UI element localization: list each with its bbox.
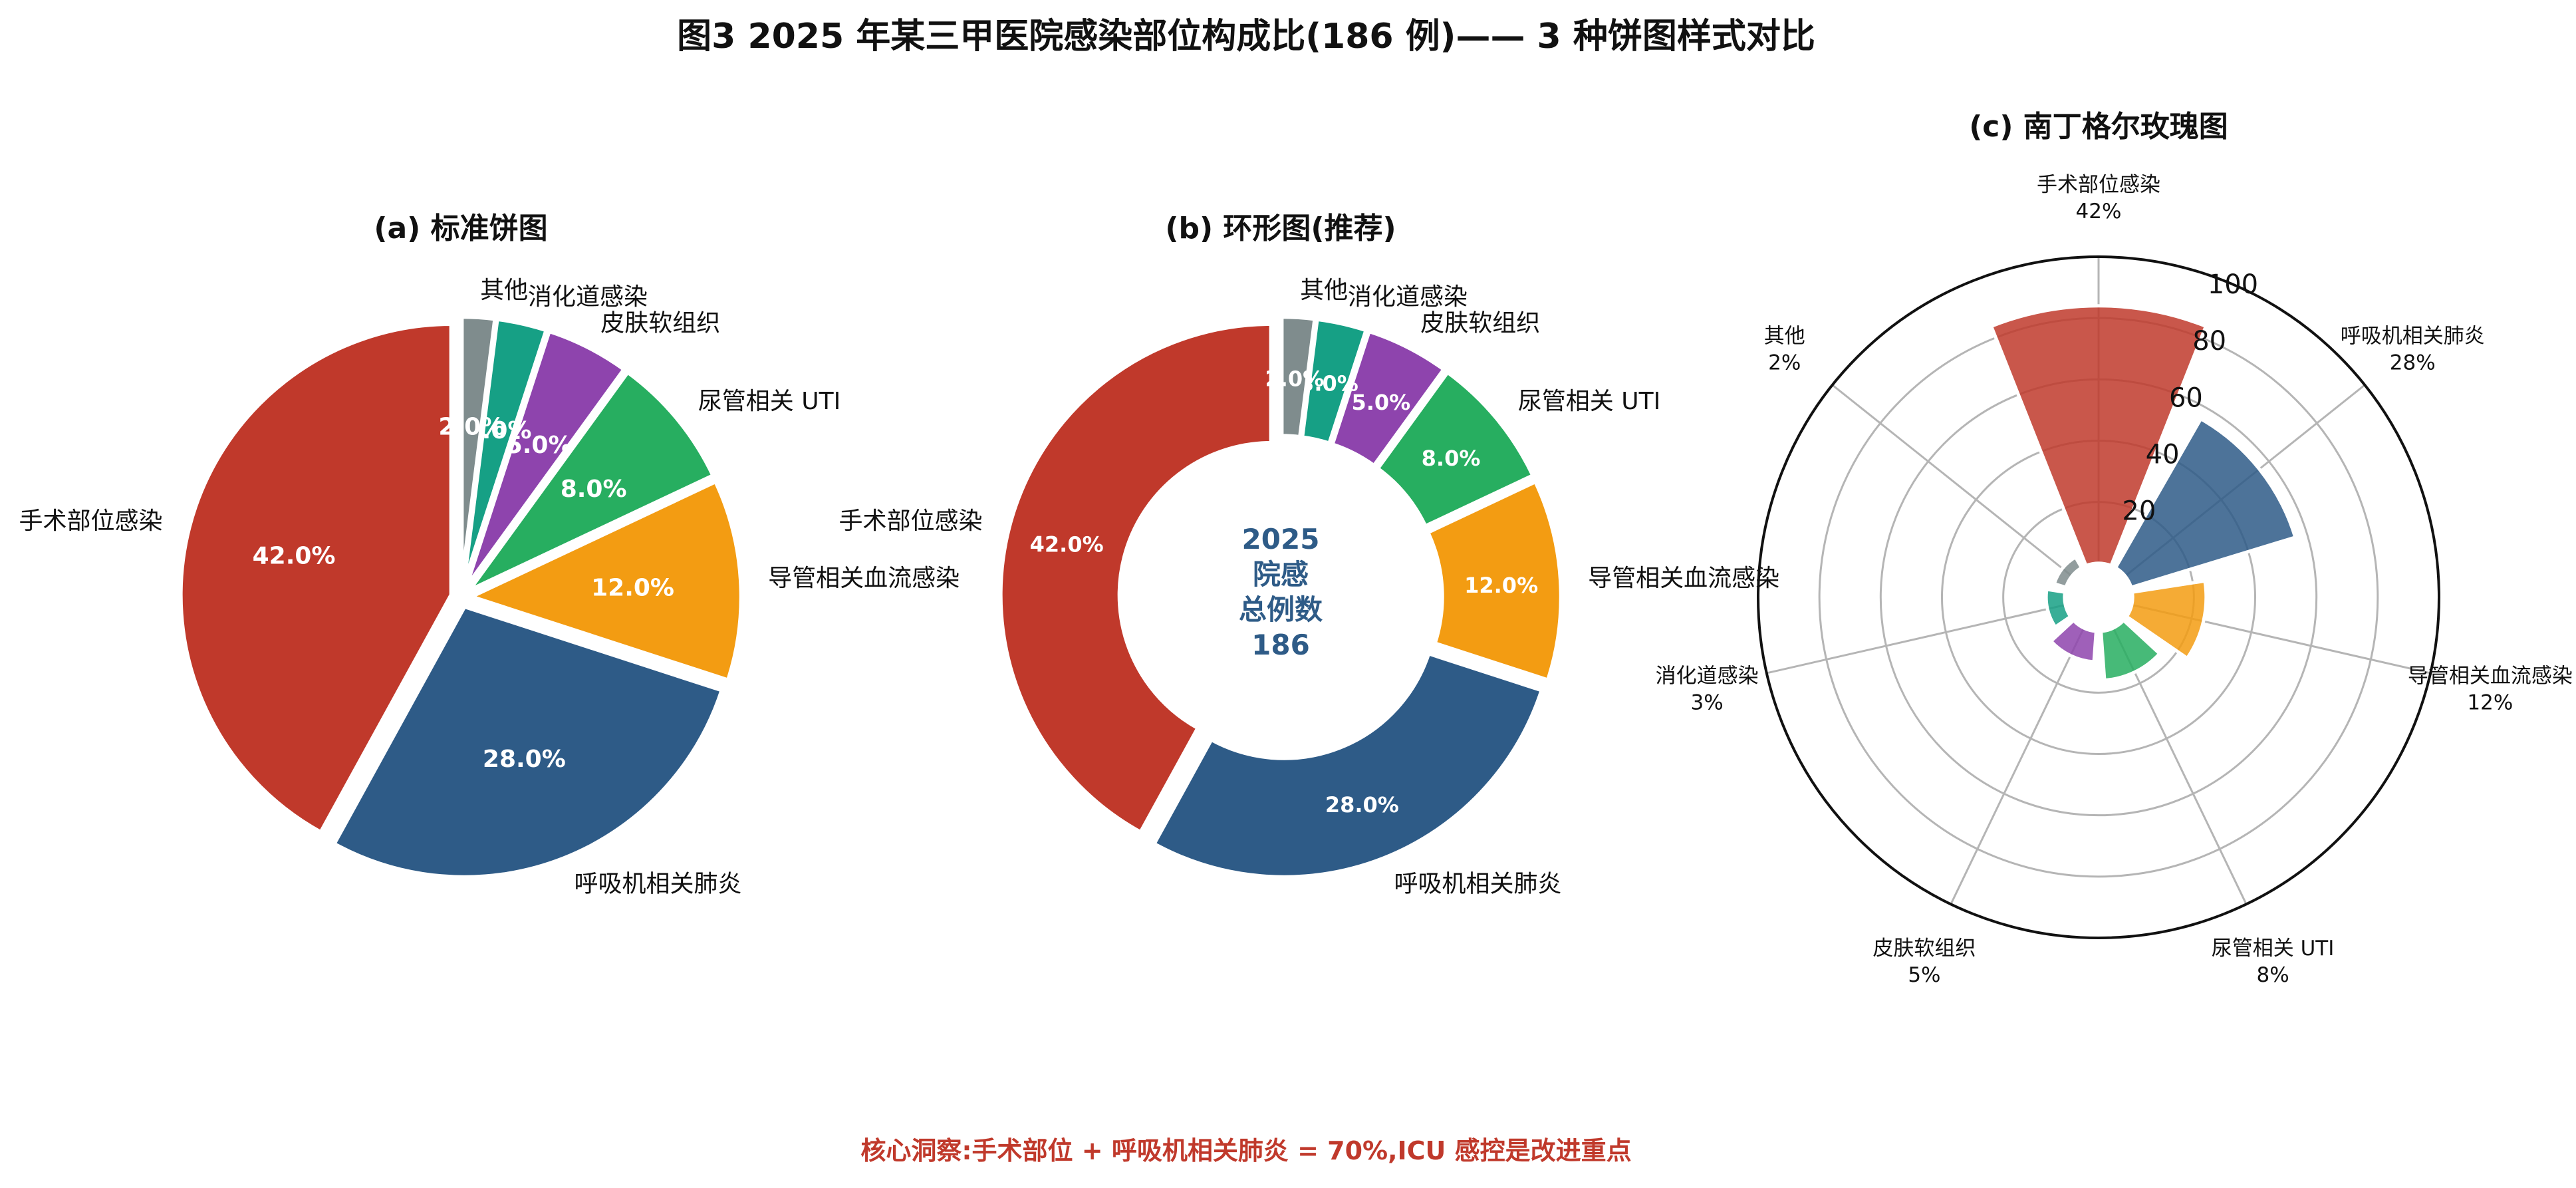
pie-a-category-label-6: 消化道感染 xyxy=(528,283,648,311)
rose-category-label-5: 皮肤软组织 xyxy=(1872,937,1976,961)
rose-grid-spoke-7 xyxy=(1831,384,2073,577)
rose-radial-ticks: 20 40 60 80 100 xyxy=(2122,269,2258,527)
pie-b-category-label-5: 皮肤软组织 xyxy=(1420,309,1540,337)
rose-bar-1 xyxy=(1989,304,2208,568)
rose-bar-4 xyxy=(2099,618,2162,682)
pie-b-slice-7 xyxy=(1279,314,1318,440)
pie-b-slice-4 xyxy=(1374,368,1537,530)
rose-value-label-2: 28% xyxy=(2390,351,2436,374)
rose-r-tick-5: 100 xyxy=(2208,269,2258,300)
donut-center-line-3: 总例数 xyxy=(1239,593,1323,626)
pie-a-slice-5 xyxy=(463,327,628,591)
pie-b-slices: 42.0% 手术部位感染 28.0% 呼吸机相关肺炎 12.0% 导管相关血流感染 8.0%… xyxy=(838,277,1779,898)
pie-a-category-label-3: 导管相关血流感染 xyxy=(768,565,960,592)
rose-value-label-7: 2% xyxy=(1768,351,1801,374)
panel-b-donut: (b) 环形图(推荐) 42.0% 手术部位感染 28.0% 呼吸机相关肺炎 12.0%… xyxy=(838,212,1779,898)
rose-category-label-2: 呼吸机相关肺炎 xyxy=(2341,324,2485,348)
pie-a-value-label-4: 8.0% xyxy=(561,476,627,503)
pie-a-slice-4 xyxy=(466,368,717,594)
pie-a-slice-7 xyxy=(459,314,498,589)
pie-a-category-label-7: 其他 xyxy=(480,277,528,304)
panel-a-title: (a) 标准饼图 xyxy=(374,212,547,245)
pie-b-value-label-7: 2.0% xyxy=(1265,366,1324,391)
pie-b-slice-5 xyxy=(1329,327,1448,470)
rose-value-label-4: 8% xyxy=(2256,963,2289,987)
rose-bar-7 xyxy=(2052,555,2084,590)
pie-b-category-label-3: 导管相关血流感染 xyxy=(1588,565,1779,592)
insight-text: 核心洞察:手术部位 + 呼吸机相关肺炎 = 70%,ICU 感控是改进重点 xyxy=(860,1136,1631,1165)
pie-a-category-label-5: 皮肤软组织 xyxy=(600,309,720,337)
rose-category-label-3: 导管相关血流感染 xyxy=(2408,664,2573,688)
pie-b-slice-2 xyxy=(1150,650,1545,880)
panel-b-title: (b) 环形图(推荐) xyxy=(1165,212,1396,245)
rose-bar-6 xyxy=(2044,587,2073,630)
pie-a-slice-3 xyxy=(463,478,744,684)
pie-a-slice-2 xyxy=(330,603,725,880)
rose-bars xyxy=(1989,304,2297,682)
rose-r-tick-4: 80 xyxy=(2192,326,2226,357)
rose-r-tick-2: 40 xyxy=(2146,439,2180,470)
rose-value-label-1: 42% xyxy=(2076,200,2122,223)
pie-b-category-label-4: 尿管相关 UTI xyxy=(1518,388,1660,415)
rose-r-tick-1: 20 xyxy=(2122,496,2156,527)
pie-a-value-label-2: 28.0% xyxy=(483,746,566,773)
pie-a-category-label-2: 呼吸机相关肺炎 xyxy=(574,871,741,898)
donut-center-line-2: 院感 xyxy=(1253,558,1309,591)
figure-title: 图3 2025 年某三甲医院感染部位构成比(186 例)—— 3 种饼图样式对比 xyxy=(677,17,1815,57)
pie-b-category-label-1: 手术部位感染 xyxy=(838,508,982,535)
rose-category-label-6: 消化道感染 xyxy=(1656,664,1759,688)
rose-outer-ring xyxy=(1757,255,2440,939)
donut-center-line-4: 186 xyxy=(1251,629,1310,661)
pie-a-value-label-3: 12.0% xyxy=(591,575,674,602)
rose-value-label-3: 12% xyxy=(2467,690,2513,714)
pie-b-value-label-1: 42.0% xyxy=(1030,531,1104,557)
rose-value-label-5: 5% xyxy=(1908,963,1940,987)
pie-a-slices: 42.0% 手术部位感染 28.0% 呼吸机相关肺炎 12.0% 导管相关血流感染 8.0%… xyxy=(19,277,960,898)
rose-bar-2 xyxy=(2113,416,2297,590)
pie-b-category-label-2: 呼吸机相关肺炎 xyxy=(1394,871,1561,898)
rose-bar-3 xyxy=(2124,579,2208,661)
rose-category-label-7: 其他 xyxy=(1764,324,1805,348)
rose-grid-spoke-5 xyxy=(1950,627,2085,905)
panel-c-title: (c) 南丁格尔玫瑰图 xyxy=(1969,110,2228,144)
pie-b-category-label-6: 消化道感染 xyxy=(1348,283,1468,311)
pie-b-slice-1 xyxy=(997,321,1274,836)
pie-a-category-label-1: 手术部位感染 xyxy=(19,508,162,535)
donut-center-text: 2025 院感 总例数 186 xyxy=(1239,523,1323,661)
panel-c-rose: (c) 南丁格尔玫瑰图 20 40 60 80 100 手术部位感染 42% 呼吸机相关肺炎… xyxy=(1656,110,2573,987)
pie-b-value-label-5: 5.0% xyxy=(1351,390,1410,415)
rose-value-label-6: 3% xyxy=(1691,690,1724,714)
pie-b-value-label-3: 12.0% xyxy=(1464,573,1538,598)
rose-r-tick-3: 60 xyxy=(2169,382,2203,413)
rose-category-label-4: 尿管相关 UTI xyxy=(2212,937,2335,961)
pie-b-category-label-7: 其他 xyxy=(1300,277,1348,304)
rose-category-label-1: 手术部位感染 xyxy=(2037,173,2160,197)
pie-b-slice-3 xyxy=(1424,478,1564,684)
pie-b-value-label-2: 28.0% xyxy=(1325,792,1399,817)
pie-a-slice-1 xyxy=(178,321,454,836)
rose-grid-spoke-4 xyxy=(2112,627,2248,905)
donut-center-line-1: 2025 xyxy=(1242,523,1320,555)
rose-bar-5 xyxy=(2048,618,2099,664)
pie-a-value-label-1: 42.0% xyxy=(253,543,336,570)
panel-a-standard-pie: (a) 标准饼图 42.0% 手术部位感染 28.0% 呼吸机相关肺炎 12.0% 导管相… xyxy=(19,212,960,898)
pie-a-value-label-7: 2.0% xyxy=(438,413,505,440)
rose-grid-spoke-6 xyxy=(1766,603,2066,674)
pie-a-value-label-5: 5.0% xyxy=(506,432,573,459)
pie-a-category-label-4: 尿管相关 UTI xyxy=(698,388,840,415)
pie-b-value-label-4: 8.0% xyxy=(1422,446,1481,471)
